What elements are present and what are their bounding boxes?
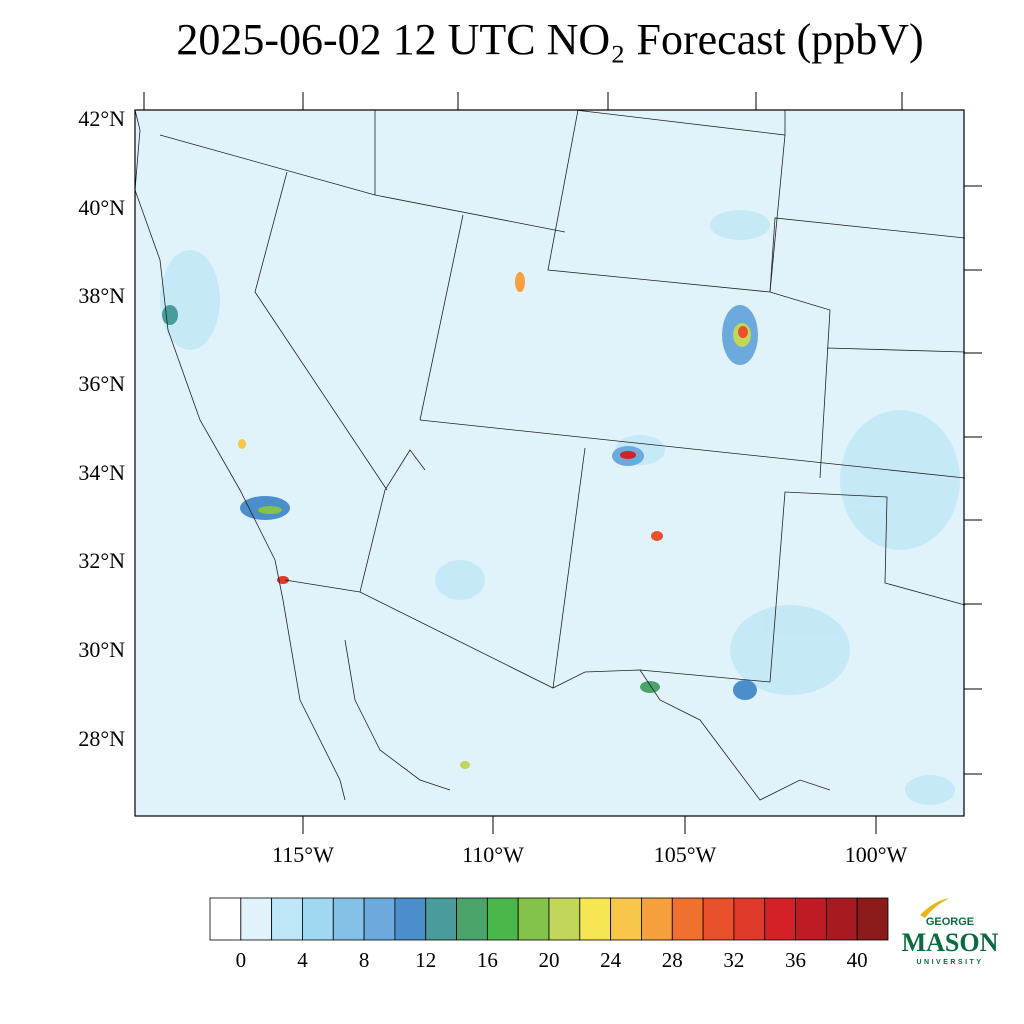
latitude-label: 38°N: [78, 283, 125, 308]
logo-top: GEORGE: [926, 916, 974, 928]
longitude-label: 115°W: [272, 842, 334, 867]
map-background: [135, 110, 964, 816]
map: [134, 92, 982, 834]
latitude-label: 28°N: [78, 726, 125, 751]
colorbar-tick-label: 16: [477, 948, 498, 972]
colorbar-box: [856, 897, 889, 941]
latitude-label: 42°N: [78, 106, 125, 131]
frame-ticks: [143, 92, 982, 834]
latitude-label: 30°N: [78, 637, 125, 662]
longitude-label: 110°W: [462, 842, 524, 867]
colorbar-box: [702, 897, 735, 941]
colorbar-box: [332, 897, 365, 941]
colorbar-tick-label: 40: [847, 948, 868, 972]
colorbar-box: [517, 897, 550, 941]
colorbar-box: [425, 897, 457, 941]
colorbar-tick-label: 0: [236, 948, 247, 972]
colorbar-tick-label: 20: [539, 948, 560, 972]
latitude-label: 40°N: [78, 195, 125, 220]
colorbar-box: [641, 897, 673, 941]
title: 2025-06-02 12 UTC NO₂ Forecast (ppbV): [176, 15, 923, 64]
colorbar-box: [610, 897, 642, 941]
colorbar-box: [302, 897, 334, 941]
colorbar-box: [795, 897, 827, 941]
hotspots: [162, 272, 758, 769]
colorbar-box: [456, 897, 488, 941]
colorbar-tick-label: 4: [297, 948, 308, 972]
colorbar-tick-label: 36: [785, 948, 806, 972]
colorbar-box: [209, 897, 242, 941]
latitude-label: 36°N: [78, 371, 125, 396]
colorbar-box: [733, 897, 766, 941]
colorbar-box: [363, 897, 396, 941]
colorbar-box: [240, 897, 273, 941]
borders: [134, 109, 966, 801]
colorbar-box: [548, 897, 581, 941]
longitude-label: 105°W: [654, 842, 717, 867]
colorbar-box: [825, 897, 858, 941]
colorbar-tick-label: 8: [359, 948, 370, 972]
colorbar-tick-label: 28: [662, 948, 683, 972]
longitude-label: 100°W: [845, 842, 908, 867]
logo: GEORGE MASON UNIVERSITY: [902, 898, 999, 966]
logo-main: MASON: [902, 928, 999, 957]
latitude-label: 32°N: [78, 548, 125, 573]
colorbar-box: [394, 897, 427, 941]
colorbar-tick-label: 32: [723, 948, 744, 972]
colorbar-tick-label: 24: [600, 948, 622, 972]
latitude-label: 34°N: [78, 460, 125, 485]
colorbar-box: [671, 897, 704, 941]
colorbar-box: [271, 897, 303, 941]
map-frame: [134, 109, 965, 817]
colorbar-box: [764, 897, 796, 941]
colorbar-tick-label: 12: [415, 948, 436, 972]
colorbar-box: [579, 897, 612, 941]
logo-bottom: UNIVERSITY: [916, 959, 983, 966]
colorbar-box: [486, 897, 519, 941]
